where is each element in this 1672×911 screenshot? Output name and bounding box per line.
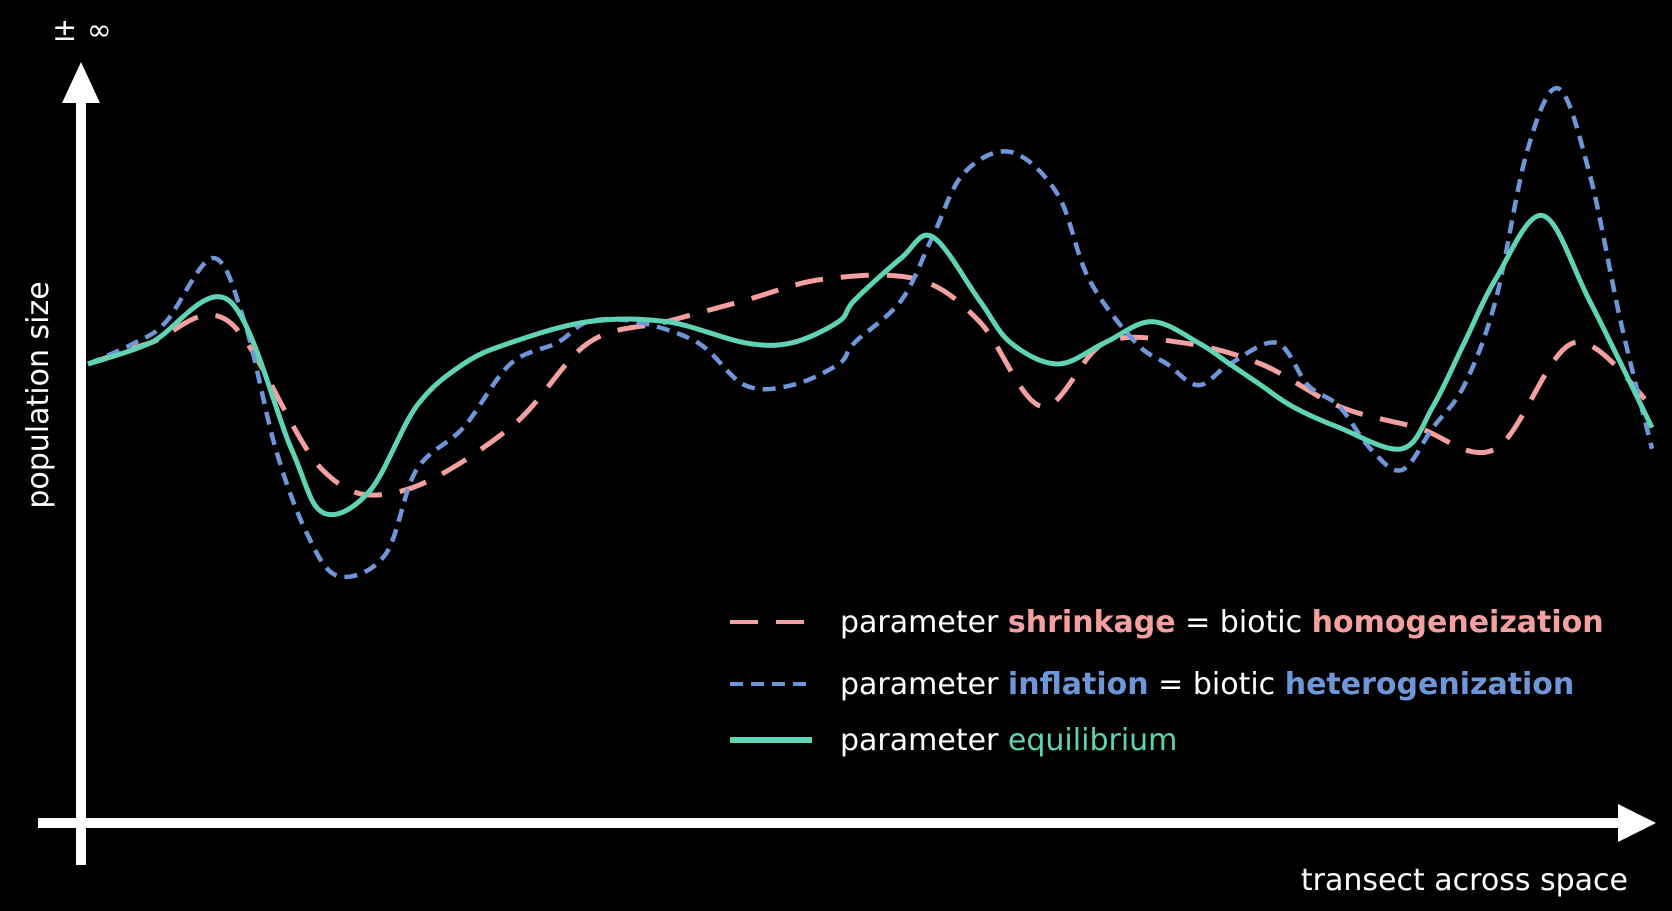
y-axis-title: population size: [21, 281, 56, 508]
legend-prefix: parameter: [840, 667, 1008, 702]
y-axis: [62, 62, 100, 865]
legend-prefix: parameter: [840, 605, 1008, 640]
legend-term-heterogenization: heterogenization: [1285, 667, 1575, 702]
x-axis-arrowhead: [1618, 804, 1656, 842]
legend-item-equilibrium: parameter equilibrium: [840, 723, 1177, 758]
legend-term-inflation: inflation: [1008, 667, 1149, 702]
legend-item-shrinkage: parameter shrinkage = biotic homogeneiza…: [840, 605, 1604, 640]
x-axis: [38, 804, 1656, 842]
legend-term-homogeneization: homogeneization: [1312, 605, 1604, 640]
legend-term-equilibrium: equilibrium: [1008, 723, 1177, 758]
y-axis-arrowhead: [62, 62, 100, 103]
series-line-shrinkage: [87, 272, 1654, 498]
y-axis-top-label: ± ∞: [52, 13, 112, 48]
legend-item-inflation: parameter inflation = biotic heterogeniz…: [840, 667, 1574, 702]
legend-middle: = biotic: [1149, 667, 1285, 702]
x-axis-title: transect across space: [1301, 863, 1628, 898]
legend: parameter shrinkage = biotic homogeneiza…: [730, 605, 1604, 758]
curves: [87, 86, 1655, 580]
legend-term-shrinkage: shrinkage: [1008, 605, 1176, 640]
series-line-inflation: [87, 86, 1655, 580]
legend-middle: = biotic: [1176, 605, 1312, 640]
legend-prefix: parameter: [840, 723, 1008, 758]
series-line-equilibrium: [87, 213, 1655, 518]
